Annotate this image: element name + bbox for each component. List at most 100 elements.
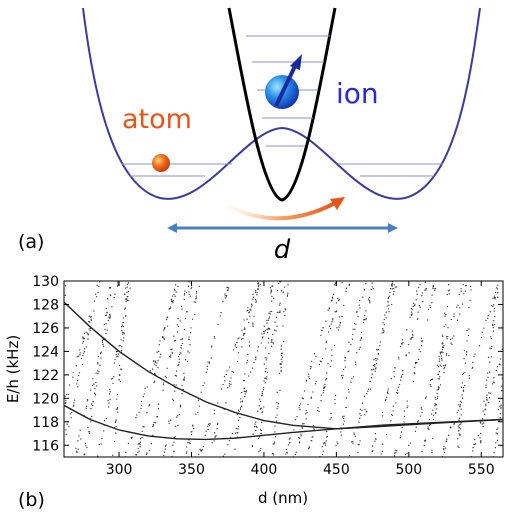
noise-point — [459, 400, 462, 402]
noise-point — [348, 284, 350, 287]
noise-point — [393, 455, 396, 457]
noise-point — [177, 325, 180, 327]
noise-point — [336, 441, 338, 443]
noise-point — [389, 288, 392, 290]
noise-point — [493, 323, 495, 326]
noise-point — [429, 384, 431, 386]
noise-point — [333, 344, 336, 346]
noise-point — [305, 413, 307, 415]
noise-point — [87, 333, 89, 335]
noise-point — [91, 384, 94, 387]
noise-point — [210, 357, 212, 359]
noise-point — [436, 364, 439, 366]
noise-point — [439, 351, 441, 353]
noise-point — [443, 451, 446, 453]
noise-point — [413, 372, 415, 374]
noise-point — [232, 371, 235, 373]
noise-point — [490, 347, 492, 350]
noise-point — [420, 337, 422, 339]
noise-point — [498, 363, 500, 365]
noise-point — [260, 447, 262, 450]
noise-point — [235, 427, 237, 430]
noise-point — [459, 403, 462, 406]
noise-point — [319, 360, 321, 362]
noise-point — [153, 380, 156, 382]
noise-point — [162, 336, 164, 338]
noise-point — [355, 363, 357, 365]
noise-point — [121, 346, 123, 348]
noise-point — [119, 344, 121, 347]
noise-point — [465, 354, 468, 356]
noise-point — [149, 369, 151, 372]
noise-point — [181, 384, 183, 387]
noise-point — [424, 281, 426, 283]
noise-point — [365, 310, 367, 312]
noise-point — [188, 293, 190, 296]
noise-point — [428, 418, 431, 421]
noise-point — [432, 285, 435, 288]
noise-point — [434, 404, 436, 407]
noise-point — [442, 351, 444, 354]
noise-point — [359, 346, 361, 348]
noise-point — [79, 352, 81, 354]
noise-point — [280, 370, 283, 372]
noise-point — [445, 324, 447, 326]
noise-point — [492, 297, 494, 299]
noise-point — [48, 455, 49, 456]
noise-point — [395, 402, 397, 404]
noise-point — [116, 408, 118, 410]
noise-point — [359, 417, 361, 419]
noise-point — [337, 329, 339, 331]
noise-point — [480, 422, 482, 424]
noise-point — [266, 319, 268, 321]
noise-point — [157, 366, 159, 369]
noise-point — [90, 319, 93, 322]
noise-point — [472, 446, 474, 449]
noise-point — [252, 433, 254, 435]
noise-point — [385, 311, 387, 313]
noise-point — [85, 445, 87, 447]
noise-point — [509, 443, 510, 444]
noise-point — [385, 398, 387, 401]
noise-point — [234, 343, 237, 346]
noise-point — [459, 428, 462, 430]
noise-point — [336, 327, 338, 329]
y-tick-label: 128 — [32, 297, 59, 313]
noise-point — [331, 349, 333, 351]
noise-point — [188, 291, 190, 293]
noise-point — [97, 455, 99, 457]
noise-point — [284, 315, 286, 317]
noise-point — [436, 397, 439, 400]
noise-point — [82, 337, 84, 339]
noise-point — [307, 373, 310, 375]
noise-point — [287, 292, 289, 294]
noise-point — [65, 429, 67, 431]
noise-point — [338, 316, 341, 318]
noise-point — [190, 331, 192, 334]
noise-point — [261, 394, 263, 397]
noise-point — [509, 441, 510, 442]
noise-point — [330, 417, 332, 419]
noise-point — [123, 331, 125, 334]
noise-point — [305, 409, 307, 412]
noise-point — [516, 281, 517, 282]
noise-point — [493, 452, 495, 454]
panel-a-label: (a) — [18, 231, 44, 253]
noise-point — [495, 432, 497, 434]
noise-point — [115, 354, 117, 356]
noise-point — [243, 333, 245, 335]
noise-point — [335, 445, 337, 447]
noise-point — [146, 452, 148, 454]
noise-point — [225, 402, 227, 404]
noise-point — [461, 373, 464, 376]
noise-point — [80, 357, 83, 360]
noise-point — [175, 370, 178, 372]
noise-point — [79, 353, 81, 356]
noise-point — [409, 442, 412, 444]
noise-point — [164, 375, 166, 378]
noise-point — [352, 442, 354, 445]
noise-point — [435, 404, 438, 406]
noise-point — [272, 343, 274, 345]
noise-point — [280, 354, 283, 357]
noise-point — [480, 336, 483, 339]
